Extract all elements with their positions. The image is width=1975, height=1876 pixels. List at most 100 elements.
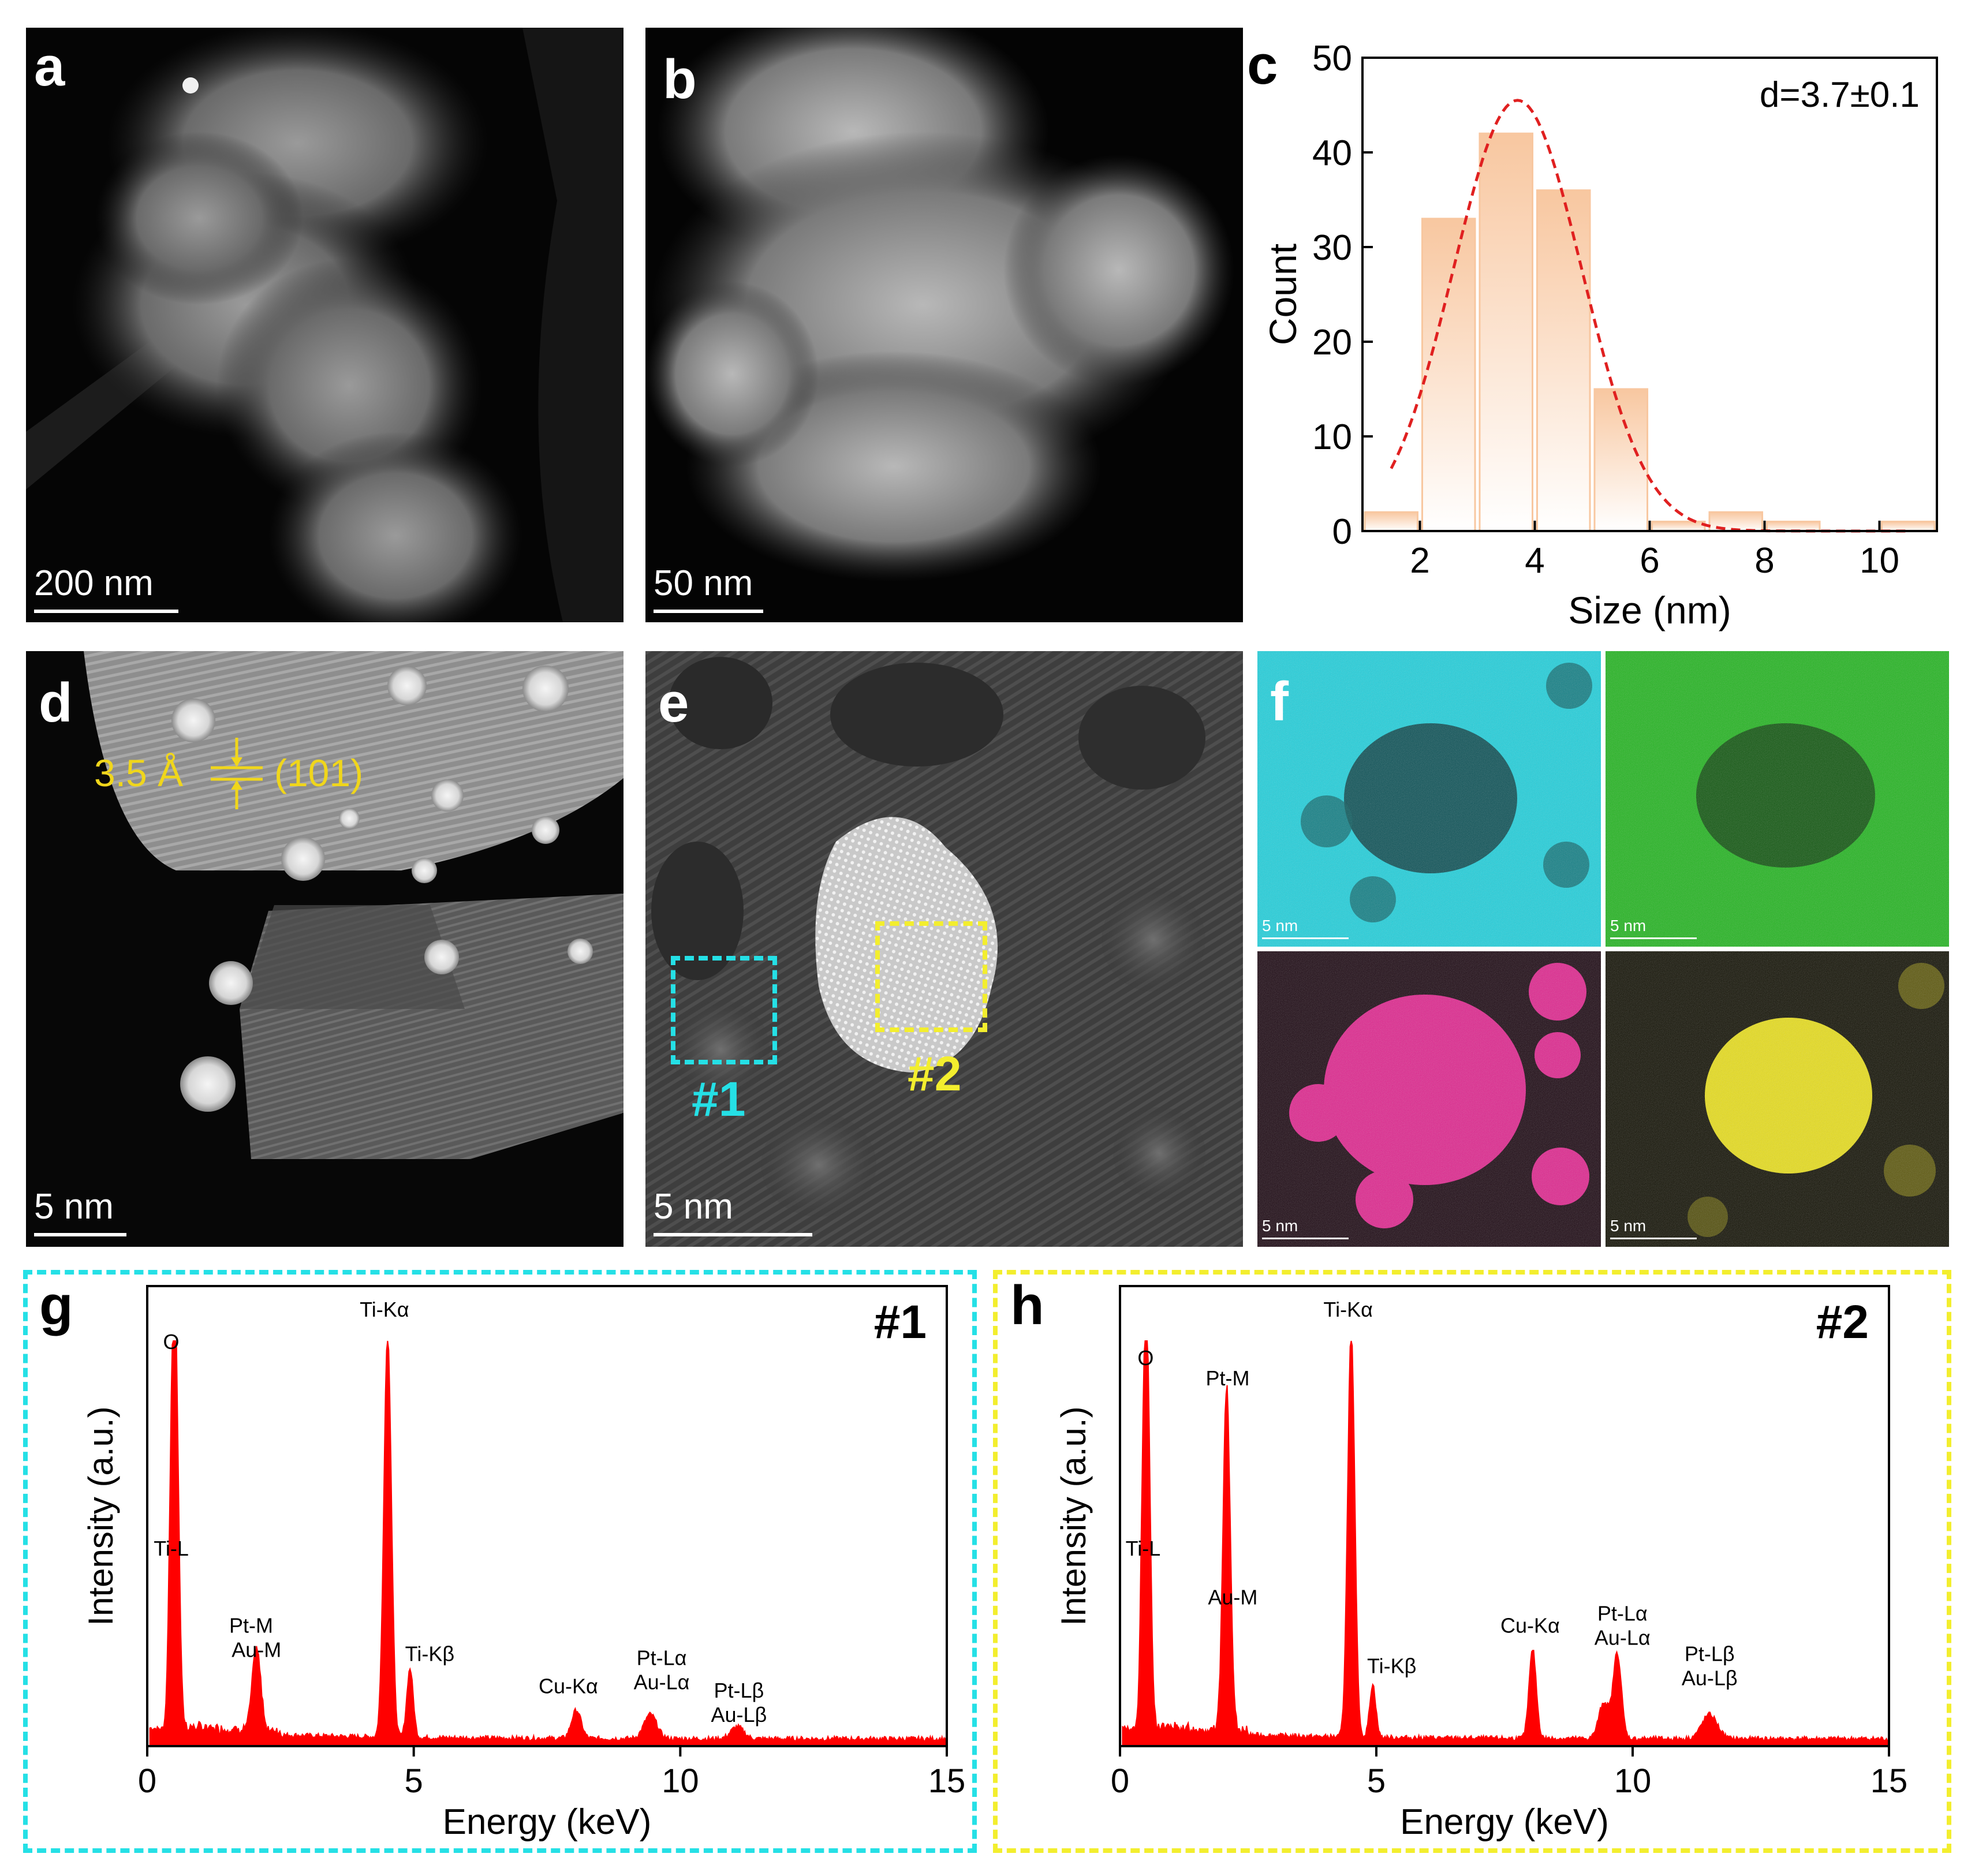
map-2-scale-label: 5 nm: [1610, 917, 1647, 935]
panel-g-letter: g: [39, 1275, 73, 1336]
eds-spectrum-2: 0 5 10 15 Energy (keV) Intensity (a.u.) #2 O Pt-…: [1054, 1285, 1908, 1842]
peak-label: Ti-L: [154, 1537, 189, 1560]
panel-d: d 3.5 Å (101) 5 nm: [26, 651, 624, 1247]
peak-label: Pt-Lβ: [714, 1679, 764, 1702]
panel-f: f 5 nm 5 nm 5 nm 5 nm: [1257, 651, 1949, 1247]
y-tick-label: 0: [1332, 512, 1352, 552]
region-2-frame: [993, 1270, 1951, 1853]
peak-label: Pt-M: [1205, 1366, 1249, 1390]
panel-b-letter: b: [663, 48, 697, 110]
region-2-label: #2: [908, 1047, 962, 1101]
peak-label: Ti-Kβ: [1367, 1654, 1416, 1678]
x-axis-label: Size (nm): [1568, 589, 1731, 631]
panel-d-letter: d: [39, 672, 73, 734]
panel-a: a 200 nm: [26, 28, 624, 622]
lattice-spacing-label: 3.5 Å: [94, 752, 184, 794]
x-axis-label: Energy (keV): [443, 1802, 652, 1842]
y-tick-label: 50: [1312, 39, 1352, 79]
x-tick-label: 15: [1871, 1762, 1908, 1800]
peak-label: Au-Lβ: [711, 1703, 767, 1726]
peak-label: Cu-Kα: [539, 1675, 598, 1698]
spectrum-frame: [1119, 1285, 1890, 1747]
histogram-bar: [1364, 511, 1419, 532]
panel-d-scale-bar: [34, 1233, 126, 1236]
peak-label: Cu-Kα: [1500, 1613, 1560, 1637]
x-tick-label: 5: [405, 1762, 423, 1800]
y-tick-label: 30: [1312, 228, 1352, 268]
map-3-scale-label: 5 nm: [1262, 1217, 1298, 1235]
peak-label: Ti-Kα: [360, 1298, 409, 1321]
lattice-spacing-marker: [211, 738, 263, 809]
panel-b-image: [645, 28, 1243, 622]
region-2-box: [875, 921, 987, 1032]
region-1-box: [671, 956, 777, 1064]
panel-a-image: [26, 28, 624, 622]
x-tick-label: 5: [1367, 1762, 1386, 1800]
histogram-bar: [1651, 521, 1706, 532]
panel-e-scale-label: 5 nm: [654, 1187, 733, 1227]
panel-h-letter: h: [1010, 1275, 1044, 1336]
x-tick-label: 2: [1410, 541, 1429, 581]
x-tick-label: 0: [1111, 1762, 1129, 1800]
panel-h: h 0 5 10 15 Energy (keV) Intensity (a.u.) #2 O P…: [993, 1270, 1951, 1853]
peak-label: Ti-Kα: [1323, 1298, 1372, 1321]
x-tick-label: 4: [1525, 541, 1544, 581]
peak-label: Ti-L: [1126, 1537, 1161, 1560]
panel-b-scale-bar: [654, 610, 763, 613]
spectrum-trace: [1122, 1340, 1890, 1747]
panel-e-image: [645, 651, 1243, 1247]
panel-e-scale-bar: [654, 1233, 812, 1236]
panel-a-scale-bar: [34, 610, 178, 613]
x-tick-label: 10: [662, 1762, 699, 1800]
size-histogram: 0 10 20 30 40 50 2 4 6 8 10 Size (nm) Count d=3.7±0.1: [1261, 39, 1938, 631]
map-1-scale-label: 5 nm: [1262, 917, 1298, 935]
peak-label: O: [163, 1330, 180, 1354]
peak-label: Au-Lα: [634, 1671, 690, 1694]
mean-size-annotation: d=3.7±0.1: [1760, 75, 1920, 115]
peak-label: Pt-Lβ: [1685, 1642, 1735, 1666]
y-axis-label: Count: [1261, 244, 1304, 345]
histogram-bar: [1536, 189, 1591, 532]
map-4-scale-label: 5 nm: [1610, 1217, 1647, 1235]
panel-c-letter: c: [1247, 34, 1278, 96]
histogram-bar: [1421, 218, 1476, 532]
panel-b-scale-label: 50 nm: [654, 563, 753, 603]
eds-map-2: [1606, 651, 1949, 947]
y-axis-label: Intensity (a.u.): [81, 1406, 120, 1625]
panel-e-letter: e: [658, 672, 689, 734]
panel-b: b 50 nm: [645, 28, 1243, 622]
y-tick-label: 10: [1312, 417, 1352, 457]
peak-label: Pt-M: [229, 1613, 273, 1637]
peak-label: O: [1137, 1346, 1153, 1370]
panel-a-letter: a: [34, 36, 65, 98]
x-tick-label: 10: [1860, 541, 1899, 581]
x-axis-label: Energy (keV): [1400, 1802, 1609, 1842]
y-axis-label: Intensity (a.u.): [1054, 1406, 1093, 1625]
x-tick-label: 15: [928, 1762, 966, 1800]
panel-g: g 0 5 10 15 Energy (keV) Intensity (a.u.) #1 O T…: [23, 1270, 977, 1853]
eds-map-4: [1606, 951, 1949, 1247]
spectrum-region-title: #1: [874, 1296, 927, 1348]
panel-a-scale-label: 200 nm: [34, 563, 154, 603]
peak-label: Pt-Lα: [637, 1646, 687, 1670]
spectrum-trace: [149, 1340, 948, 1747]
y-tick-label: 40: [1312, 133, 1352, 173]
peak-label: Au-M: [232, 1638, 281, 1662]
eds-map-3: [1257, 951, 1601, 1247]
x-tick-label: 10: [1614, 1762, 1652, 1800]
eds-spectrum-1: 0 5 10 15 Energy (keV) Intensity (a.u.) #1 O Ti-…: [81, 1285, 966, 1842]
eds-map-1: [1257, 651, 1601, 947]
peak-label: Pt-Lα: [1597, 1601, 1648, 1625]
y-tick-label: 20: [1312, 323, 1352, 363]
panel-d-scale-label: 5 nm: [34, 1187, 114, 1227]
panel-d-image: [26, 651, 624, 1247]
lattice-plane-label: (101): [274, 752, 364, 794]
spectrum-frame: [146, 1285, 948, 1747]
x-tick-label: 6: [1640, 541, 1659, 581]
histogram-bar: [1479, 132, 1534, 532]
peak-label: Ti-Kβ: [405, 1642, 454, 1666]
map-4-scale-bar: [1610, 1238, 1697, 1239]
region-1-frame: [23, 1270, 977, 1853]
panel-e: e #1 #2 5 nm: [645, 651, 1243, 1247]
peak-label: Au-Lα: [1595, 1626, 1651, 1650]
